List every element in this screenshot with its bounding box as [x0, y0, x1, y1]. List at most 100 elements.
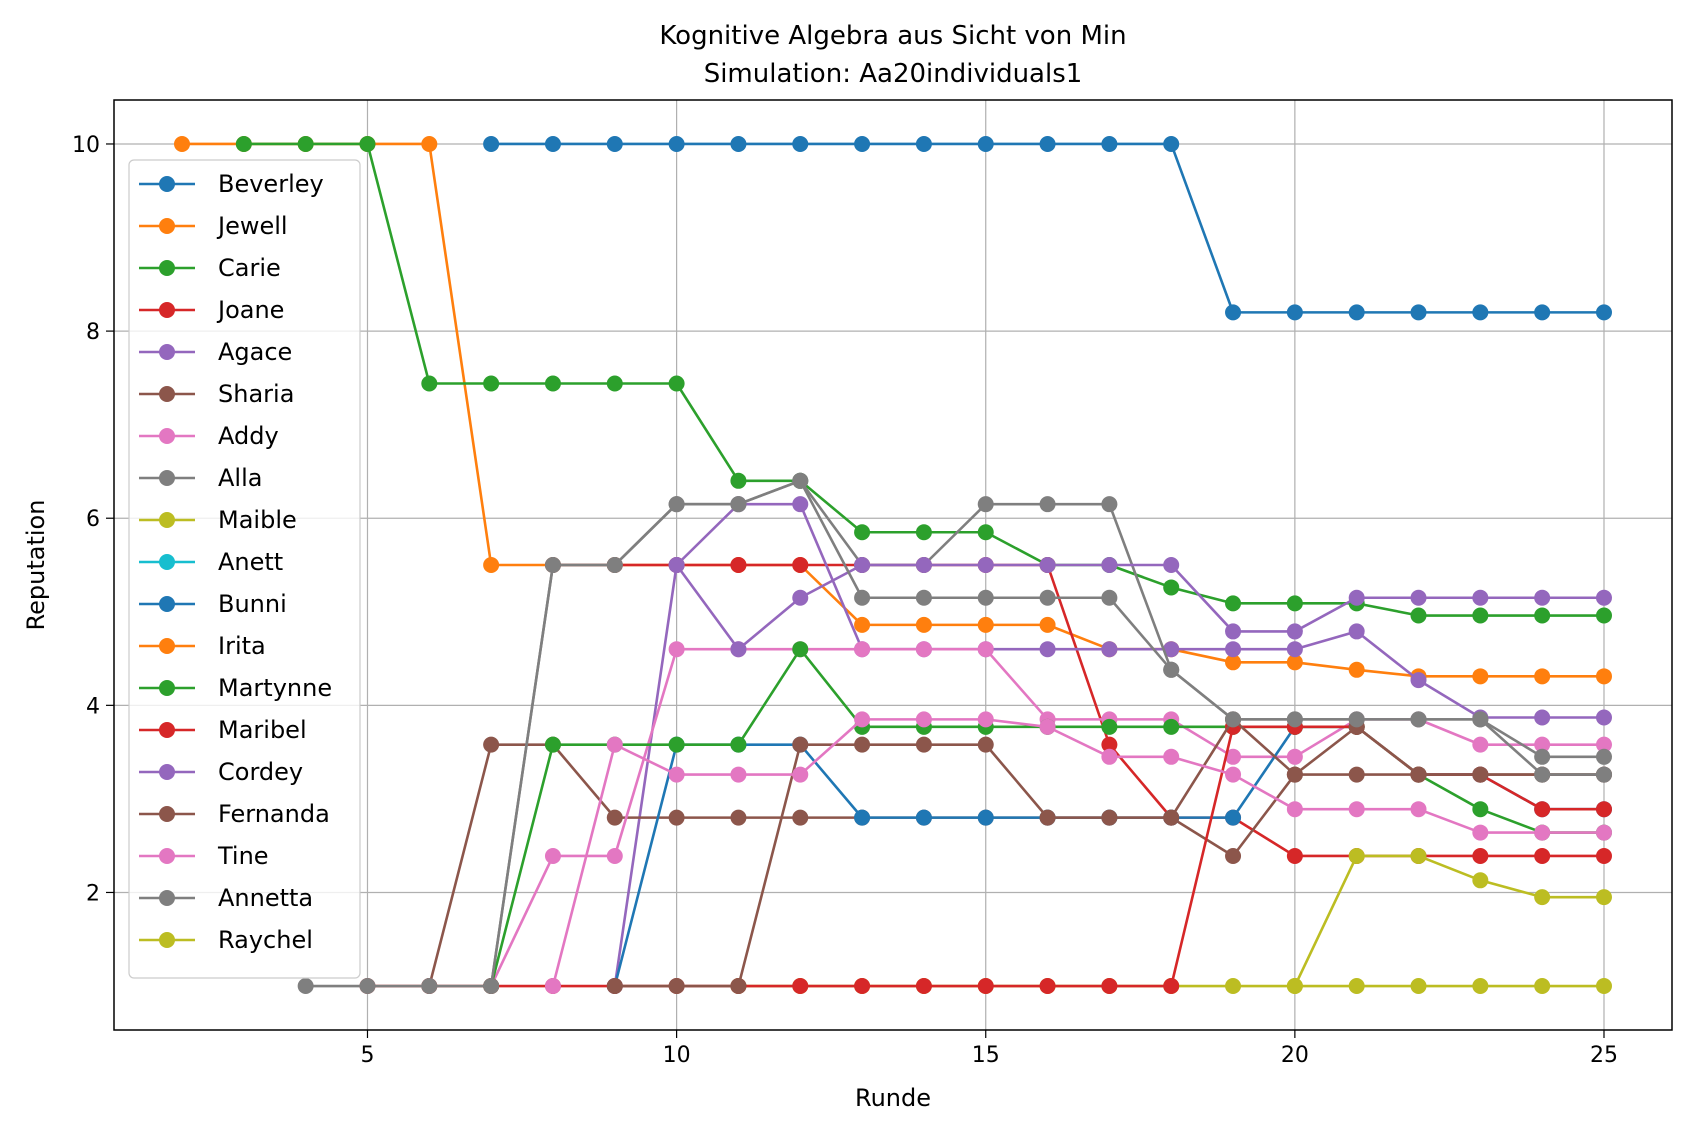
data-point-jewell	[483, 557, 500, 573]
x-tick-label: 10	[663, 1043, 691, 1068]
legend-label: Tine	[217, 842, 269, 870]
data-point-raychel	[1348, 847, 1365, 864]
legend-item-maible: Maible	[139, 506, 297, 534]
legend-label: Addy	[218, 422, 279, 450]
data-point-fernanda	[1286, 766, 1303, 783]
data-point-carie	[544, 375, 561, 392]
data-point-joane	[1595, 847, 1612, 864]
data-point-maible	[1534, 978, 1551, 995]
legend-marker	[159, 260, 175, 276]
data-point-cordey	[1225, 623, 1242, 640]
legend-marker	[159, 722, 175, 738]
data-point-martynne	[668, 736, 685, 753]
legend-label: Joane	[216, 296, 284, 324]
data-point-annetta	[421, 978, 438, 995]
data-point-cordey	[977, 557, 994, 573]
data-point-bunni	[915, 809, 932, 826]
legend-item-alla: Alla	[139, 464, 262, 492]
data-point-maible	[1595, 978, 1612, 995]
data-point-fernanda	[915, 736, 932, 753]
data-point-agace	[1039, 641, 1056, 658]
data-point-jewell	[915, 616, 932, 633]
legend-label: Cordey	[218, 758, 303, 786]
data-point-alla	[977, 496, 994, 513]
data-point-alla	[1595, 748, 1612, 765]
data-point-carie	[1595, 607, 1612, 624]
data-point-annetta	[1225, 711, 1242, 728]
data-point-joane	[730, 557, 747, 573]
legend-item-tine: Tine	[139, 842, 269, 870]
y-tick-label: 10	[72, 133, 100, 158]
data-point-alla	[1101, 496, 1118, 513]
data-point-annetta	[1286, 711, 1303, 728]
series-line-raychel	[1293, 854, 1604, 987]
series-lines	[174, 135, 1612, 995]
legend-item-beverley: Beverley	[139, 170, 324, 198]
legend-label: Sharia	[218, 380, 294, 408]
data-point-fernanda	[1472, 766, 1489, 783]
data-point-tine	[792, 766, 809, 783]
legend-label: Agace	[218, 338, 292, 366]
data-point-tine	[730, 766, 747, 783]
series-line-carie	[243, 142, 1604, 617]
data-point-addy	[1472, 736, 1489, 753]
data-point-addy	[915, 641, 932, 658]
data-point-tine	[854, 711, 871, 728]
legend-item-maribel: Maribel	[139, 716, 307, 744]
series-line-annetta	[305, 479, 1604, 988]
data-point-sharia	[606, 809, 623, 826]
data-point-beverley	[483, 135, 500, 152]
data-point-maribel	[1163, 978, 1180, 995]
data-point-sharia	[730, 809, 747, 826]
data-point-beverley	[1286, 304, 1303, 321]
data-point-annetta	[854, 589, 871, 606]
series-carie	[235, 135, 1612, 624]
data-point-alla	[1039, 496, 1056, 513]
series-line-tine	[551, 718, 1604, 987]
legend-marker	[159, 176, 175, 192]
data-point-cordey	[1163, 557, 1180, 573]
data-point-agace	[1163, 641, 1180, 658]
data-point-tine	[1472, 824, 1489, 841]
data-point-cordey	[1595, 589, 1612, 606]
data-point-agace	[792, 496, 809, 513]
data-point-maribel	[854, 978, 871, 995]
data-point-jewell	[1472, 668, 1489, 685]
data-point-addy	[544, 847, 561, 864]
data-point-joane	[1101, 736, 1118, 753]
data-point-jewell	[421, 135, 438, 152]
series-line-jewell	[182, 142, 1604, 678]
data-point-carie	[977, 524, 994, 541]
data-point-annetta	[544, 557, 561, 573]
legend-label: Maible	[218, 506, 297, 534]
data-point-tine	[544, 978, 561, 995]
legend-marker	[159, 302, 175, 318]
data-point-annetta	[1595, 766, 1612, 783]
series-tine	[544, 711, 1612, 995]
data-point-beverley	[792, 135, 809, 152]
series-line-joane	[552, 563, 1604, 858]
legend-box	[128, 159, 361, 979]
data-point-tine	[1595, 824, 1612, 841]
data-point-tine	[1101, 748, 1118, 765]
data-point-addy	[977, 641, 994, 658]
data-point-annetta	[792, 472, 809, 489]
legend-label: Anett	[218, 548, 283, 576]
y-tick-label: 8	[86, 320, 100, 345]
data-point-martynne	[730, 736, 747, 753]
data-point-carie	[1472, 607, 1489, 624]
data-point-maible	[1472, 978, 1489, 995]
data-point-annetta	[1534, 766, 1551, 783]
data-point-annetta	[483, 978, 500, 995]
data-point-maribel	[1534, 801, 1551, 818]
data-point-maible	[1348, 978, 1365, 995]
data-point-martynne	[792, 641, 809, 658]
series-beverley	[483, 135, 1612, 321]
chart-title: Kognitive Algebra aus Sicht von Min	[659, 21, 1126, 51]
data-point-annetta	[297, 978, 314, 995]
data-point-fernanda	[606, 978, 623, 995]
series-cordey	[668, 557, 1612, 658]
data-point-joane	[1534, 847, 1551, 864]
data-point-addy	[668, 641, 685, 658]
x-tick-label: 5	[360, 1043, 374, 1068]
